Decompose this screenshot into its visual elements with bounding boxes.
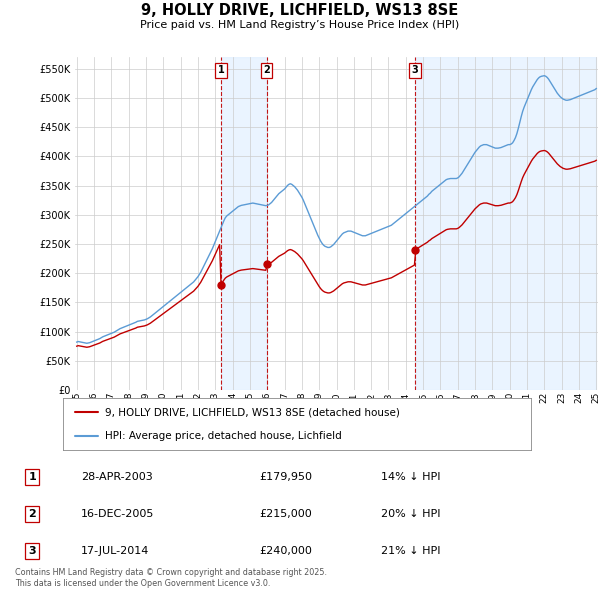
Text: £215,000: £215,000	[260, 509, 313, 519]
Text: HPI: Average price, detached house, Lichfield: HPI: Average price, detached house, Lich…	[105, 431, 342, 441]
Text: 20% ↓ HPI: 20% ↓ HPI	[380, 509, 440, 519]
Text: £179,950: £179,950	[260, 471, 313, 481]
Text: 17-JUL-2014: 17-JUL-2014	[81, 546, 149, 556]
Text: 21% ↓ HPI: 21% ↓ HPI	[380, 546, 440, 556]
Text: 3: 3	[28, 546, 36, 556]
Text: £240,000: £240,000	[260, 546, 313, 556]
Text: 9, HOLLY DRIVE, LICHFIELD, WS13 8SE (detached house): 9, HOLLY DRIVE, LICHFIELD, WS13 8SE (det…	[105, 407, 400, 417]
Bar	[415, 57, 596, 390]
Text: 1: 1	[217, 65, 224, 76]
Text: 1: 1	[28, 471, 36, 481]
Text: Price paid vs. HM Land Registry’s House Price Index (HPI): Price paid vs. HM Land Registry’s House …	[140, 20, 460, 30]
Text: 2: 2	[263, 65, 270, 76]
Bar	[221, 57, 266, 390]
Text: 9, HOLLY DRIVE, LICHFIELD, WS13 8SE: 9, HOLLY DRIVE, LICHFIELD, WS13 8SE	[142, 3, 458, 18]
Text: 14% ↓ HPI: 14% ↓ HPI	[380, 471, 440, 481]
Text: 3: 3	[412, 65, 418, 76]
Text: Contains HM Land Registry data © Crown copyright and database right 2025.
This d: Contains HM Land Registry data © Crown c…	[15, 568, 327, 588]
Text: 28-APR-2003: 28-APR-2003	[81, 471, 153, 481]
Text: 16-DEC-2005: 16-DEC-2005	[81, 509, 154, 519]
Text: 2: 2	[28, 509, 36, 519]
